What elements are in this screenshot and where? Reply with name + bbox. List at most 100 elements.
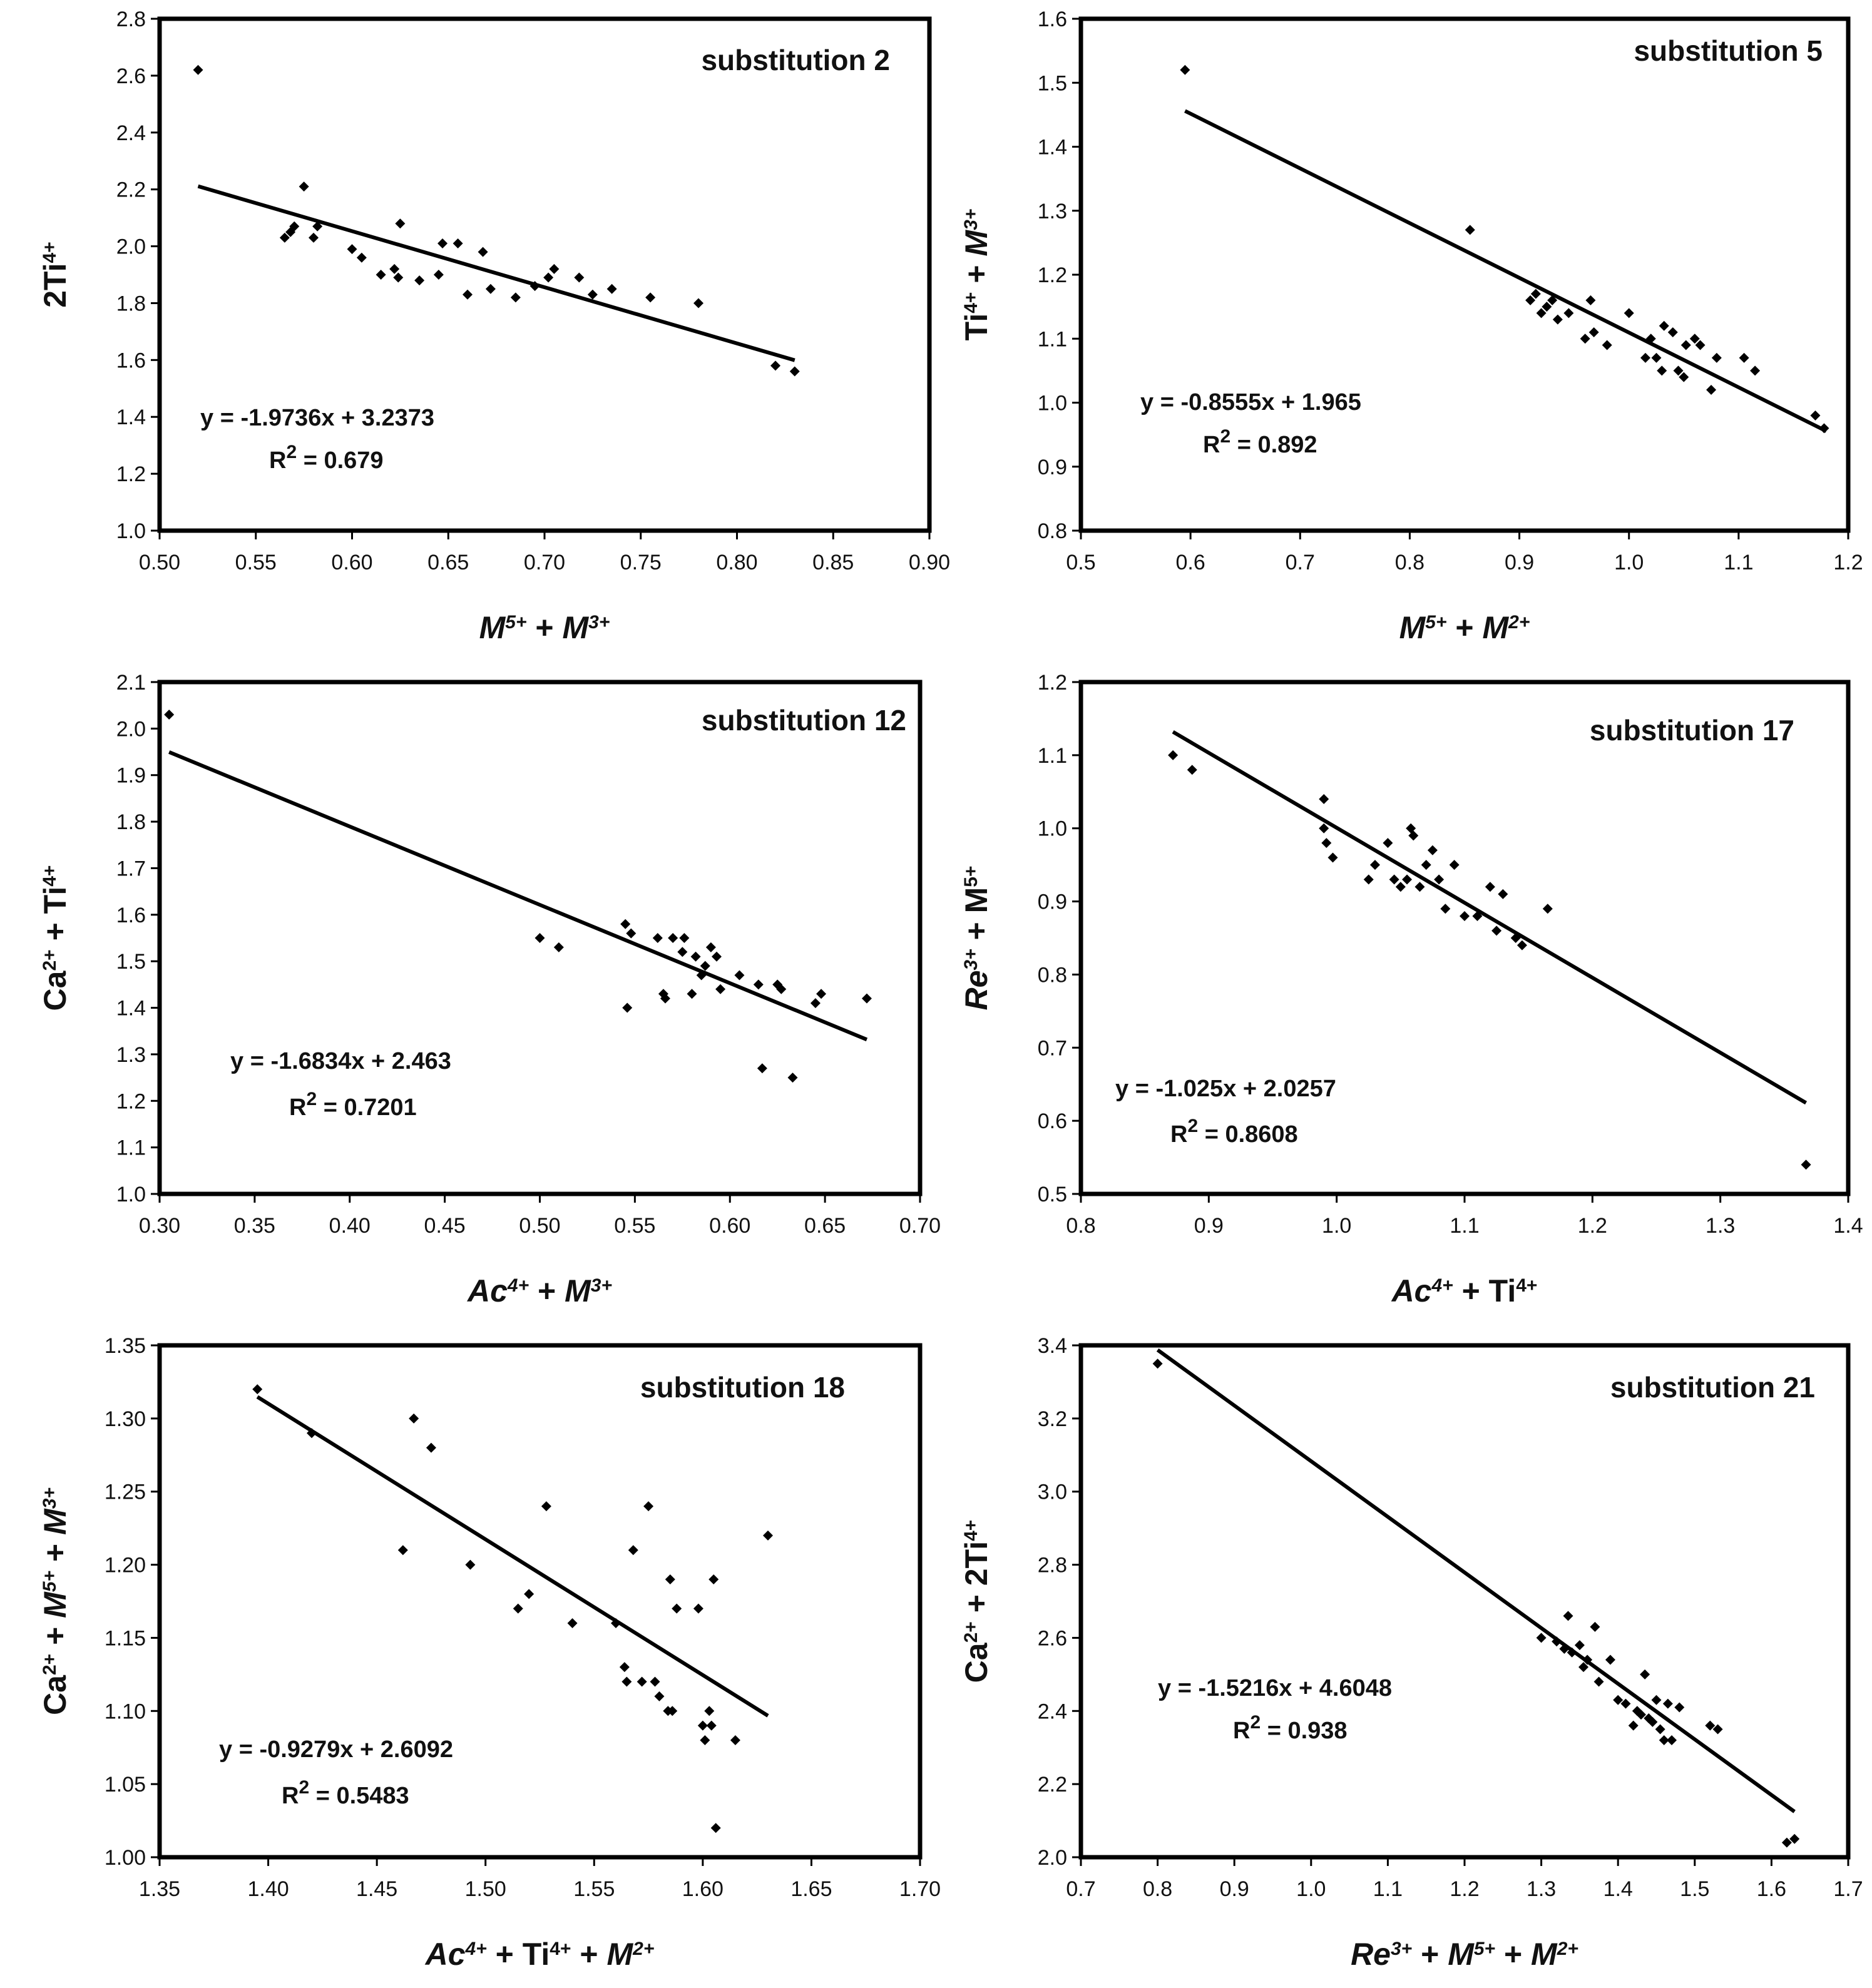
x-tick-label: 1.0 xyxy=(1322,1214,1351,1238)
data-point xyxy=(710,1823,721,1833)
x-tick-label: 1.35 xyxy=(139,1877,180,1901)
data-point xyxy=(529,281,540,292)
data-point xyxy=(697,1720,708,1731)
data-point xyxy=(463,289,473,300)
x-tick-label: 1.2 xyxy=(1578,1214,1607,1238)
y-tick-label: 0.9 xyxy=(1038,890,1067,914)
data-point xyxy=(1580,334,1590,344)
y-tick-label: 0.5 xyxy=(1038,1183,1067,1206)
x-axis-label: M5+ + M2+ xyxy=(1399,610,1530,645)
data-point xyxy=(478,247,488,257)
data-point xyxy=(549,263,560,274)
y-tick-label: 1.25 xyxy=(105,1481,146,1504)
data-point xyxy=(1585,295,1596,305)
data-point xyxy=(1781,1837,1792,1848)
regression-equation: y = -1.6834x + 2.463 xyxy=(230,1048,451,1074)
y-tick-label: 1.15 xyxy=(105,1626,146,1650)
data-point xyxy=(611,1618,621,1629)
data-point xyxy=(1667,327,1678,338)
y-tick-label: 1.30 xyxy=(105,1407,146,1431)
data-point xyxy=(1491,925,1502,936)
data-point xyxy=(734,970,745,981)
data-point xyxy=(1327,852,1338,863)
data-point xyxy=(1536,1633,1547,1643)
data-point xyxy=(1567,1647,1577,1658)
data-point xyxy=(437,238,448,249)
y-tick-label: 2.0 xyxy=(1038,1846,1067,1870)
r-squared: R2 = 0.7201 xyxy=(289,1089,417,1121)
data-point xyxy=(1440,904,1451,914)
data-point xyxy=(1605,1654,1615,1665)
data-point xyxy=(705,942,716,952)
data-point xyxy=(706,1720,717,1731)
data-point xyxy=(652,933,663,943)
chart-panel-6: 2.0 2.2 2.4 2.6 2.8 3.0 3.2 3.4 0.7 0.8 0.9 1.0 1.1 1… xyxy=(959,1334,1863,1972)
y-tick-label: 1.8 xyxy=(116,810,146,834)
data-point xyxy=(1319,823,1329,833)
data-point xyxy=(1705,1720,1716,1731)
x-tick-label: 0.85 xyxy=(812,551,854,574)
data-point xyxy=(252,1384,263,1395)
x-tick-label: 1.70 xyxy=(899,1877,941,1901)
data-point xyxy=(715,984,726,994)
x-tick-label: 0.75 xyxy=(620,551,662,574)
x-tick-label: 1.5 xyxy=(1680,1877,1709,1901)
regression-equation: y = -1.025x + 2.0257 xyxy=(1115,1076,1336,1102)
x-tick-label: 0.45 xyxy=(424,1214,466,1238)
data-point xyxy=(1593,1676,1604,1687)
data-point xyxy=(1449,860,1460,870)
x-tick-label: 1.55 xyxy=(573,1877,615,1901)
data-point xyxy=(1395,882,1406,892)
data-point xyxy=(789,366,800,377)
data-point xyxy=(587,289,598,300)
data-point xyxy=(690,951,701,962)
y-tick-label: 2.2 xyxy=(1038,1773,1067,1797)
data-point xyxy=(1659,320,1669,331)
y-tick-label: 1.05 xyxy=(105,1773,146,1797)
data-point xyxy=(1750,365,1761,376)
x-tick-label: 0.80 xyxy=(716,551,757,574)
data-point xyxy=(1517,940,1527,951)
data-point xyxy=(347,244,357,255)
regression-equation: y = -1.5216x + 4.6048 xyxy=(1158,1675,1392,1701)
x-tick-label: 1.40 xyxy=(247,1877,289,1901)
data-point xyxy=(696,970,707,981)
data-point xyxy=(1369,860,1380,870)
data-point xyxy=(708,1574,719,1584)
regression-line xyxy=(256,1395,769,1718)
data-point xyxy=(1547,295,1558,305)
data-point xyxy=(1645,334,1656,344)
x-tick-label: 0.70 xyxy=(524,551,565,574)
data-point xyxy=(1542,904,1553,914)
y-tick-label: 1.6 xyxy=(1038,8,1067,31)
x-tick-label: 1.0 xyxy=(1614,551,1644,574)
data-point xyxy=(687,989,697,999)
data-point xyxy=(395,218,406,229)
x-axis-label: Ac4+ + Ti4+ + M2+ xyxy=(424,1937,655,1972)
data-point xyxy=(1363,874,1374,885)
chart-title: substitution 17 xyxy=(1590,714,1794,747)
data-point xyxy=(1711,352,1722,363)
y-tick-label: 1.2 xyxy=(1038,263,1067,287)
data-point xyxy=(643,1501,654,1512)
x-tick-label: 0.8 xyxy=(1066,1214,1095,1238)
data-point xyxy=(1628,1720,1639,1731)
data-point xyxy=(621,1676,632,1687)
y-tick-label: 0.6 xyxy=(1038,1109,1067,1133)
y-axis-label: Ca2+ + M5+ + M3+ xyxy=(38,1487,73,1715)
data-point xyxy=(628,1545,638,1556)
data-point xyxy=(1689,334,1700,344)
x-tick-label: 1.1 xyxy=(1724,551,1753,574)
x-tick-label: 0.7 xyxy=(1286,551,1315,574)
data-point xyxy=(1810,410,1821,421)
data-point xyxy=(645,292,656,303)
y-tick-label: 1.20 xyxy=(105,1554,146,1578)
y-tick-label: 1.0 xyxy=(116,519,146,543)
x-tick-label: 0.30 xyxy=(139,1214,180,1238)
data-point xyxy=(541,1501,551,1512)
data-point xyxy=(510,292,521,303)
x-tick-label: 0.55 xyxy=(235,551,277,574)
data-point xyxy=(485,283,496,294)
data-point xyxy=(679,933,690,943)
